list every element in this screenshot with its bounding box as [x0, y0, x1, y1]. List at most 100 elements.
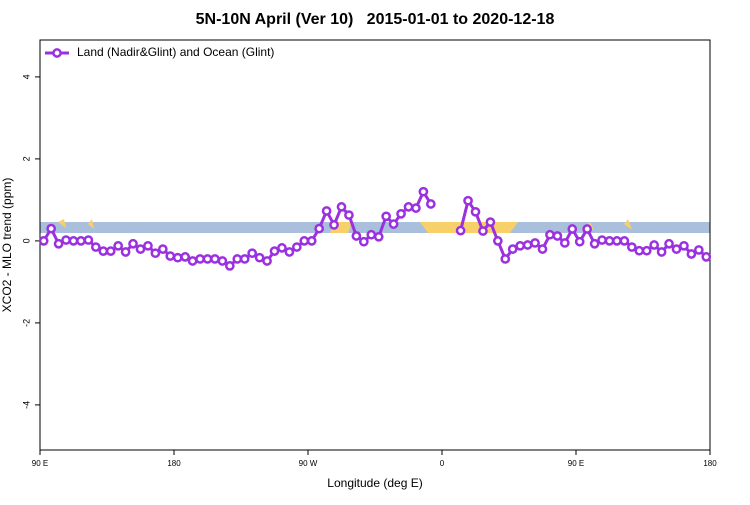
data-point: [619, 236, 630, 246]
x-tick-label: 0: [440, 459, 445, 468]
data-point: [314, 223, 325, 234]
data-point: [455, 225, 466, 236]
data-point: [693, 245, 704, 255]
plot-frame: [39, 39, 711, 451]
data-point: [671, 244, 682, 254]
data-point: [418, 186, 429, 197]
data-point: [217, 256, 228, 266]
data-point: [396, 208, 406, 219]
data-point: [522, 240, 533, 250]
data-point: [113, 240, 124, 251]
data-point: [247, 248, 258, 259]
y-tick-label: -4: [21, 401, 31, 409]
land-patch: [420, 222, 518, 233]
data-point: [210, 254, 220, 264]
data-point: [507, 244, 518, 254]
legend-label: Land (Nadir&Glint) and Ocean (Glint): [77, 45, 274, 59]
data-point: [492, 236, 503, 246]
data-point: [664, 238, 674, 249]
data-point: [530, 238, 540, 248]
data-point: [641, 245, 652, 256]
y-tick-label: 0: [21, 238, 31, 243]
data-point: [329, 220, 339, 230]
ocean-band: [40, 222, 710, 233]
x-tick-label: 90 W: [299, 459, 318, 468]
data-point: [381, 211, 392, 222]
data-point: [552, 231, 563, 241]
data-point: [559, 238, 570, 248]
data-point: [411, 203, 421, 213]
data-point: [626, 242, 637, 252]
data-point: [299, 236, 310, 246]
x-tick-label: 90 E: [32, 459, 48, 468]
data-point: [180, 252, 191, 262]
data-point: [232, 254, 243, 264]
data-point: [128, 238, 138, 249]
x-tick-label: 90 E: [568, 459, 584, 468]
data-point: [291, 242, 302, 252]
data-point: [157, 244, 168, 254]
data-point: [277, 243, 287, 253]
data-point: [105, 246, 116, 256]
data-point: [366, 229, 377, 240]
data-point: [656, 247, 667, 257]
y-tick-label: 2: [21, 156, 31, 161]
data-point: [187, 256, 198, 266]
data-point: [574, 236, 585, 247]
data-point: [76, 236, 86, 246]
data-point: [254, 252, 265, 263]
data-point: [612, 236, 622, 246]
x-tick-label: 180: [703, 459, 717, 468]
data-point: [90, 242, 101, 252]
data-point: [582, 224, 593, 234]
data-point: [120, 247, 131, 257]
data-point: [38, 236, 49, 246]
data-point: [388, 219, 399, 229]
x-axis-label: Longitude (deg E): [327, 476, 422, 490]
data-point: [135, 244, 146, 254]
data-point: [597, 235, 607, 245]
data-point: [224, 261, 235, 271]
data-point: [515, 240, 526, 251]
data-point: [425, 199, 436, 209]
data-point: [403, 202, 414, 212]
data-point: [336, 202, 347, 212]
data-point: [239, 254, 250, 264]
data-point: [53, 238, 64, 249]
data-point: [701, 252, 712, 262]
legend-marker: [52, 48, 62, 58]
data-point: [46, 223, 57, 234]
data-point: [306, 236, 317, 246]
y-tick-label: -2: [21, 319, 31, 327]
data-point: [351, 231, 362, 241]
data-point: [567, 224, 578, 234]
data-point: [195, 254, 205, 264]
data-point: [269, 246, 280, 256]
data-point: [545, 229, 555, 240]
data-point: [500, 254, 511, 264]
data-point: [358, 236, 369, 247]
data-point: [150, 248, 161, 259]
data-point: [373, 231, 384, 242]
data-point: [83, 235, 94, 245]
data-point: [537, 244, 548, 254]
data-point: [344, 210, 354, 220]
y-axis-label: XCO2 - MLO trend (ppm): [0, 178, 14, 313]
data-point: [686, 249, 697, 259]
data-point: [478, 226, 488, 236]
data-point: [143, 240, 153, 251]
data-point: [202, 254, 213, 264]
map-strip: [40, 219, 710, 233]
data-point: [649, 240, 660, 250]
data-point: [679, 240, 689, 251]
data-point: [284, 247, 295, 257]
data-point: [485, 217, 496, 227]
data-point: [172, 252, 183, 263]
data-point: [61, 235, 71, 245]
data-point: [604, 236, 615, 246]
data-point: [470, 206, 481, 217]
data-point: [262, 256, 272, 266]
data-point: [589, 238, 600, 249]
chart-title: 5N-10N April (Ver 10) 2015-01-01 to 2020…: [196, 11, 555, 28]
